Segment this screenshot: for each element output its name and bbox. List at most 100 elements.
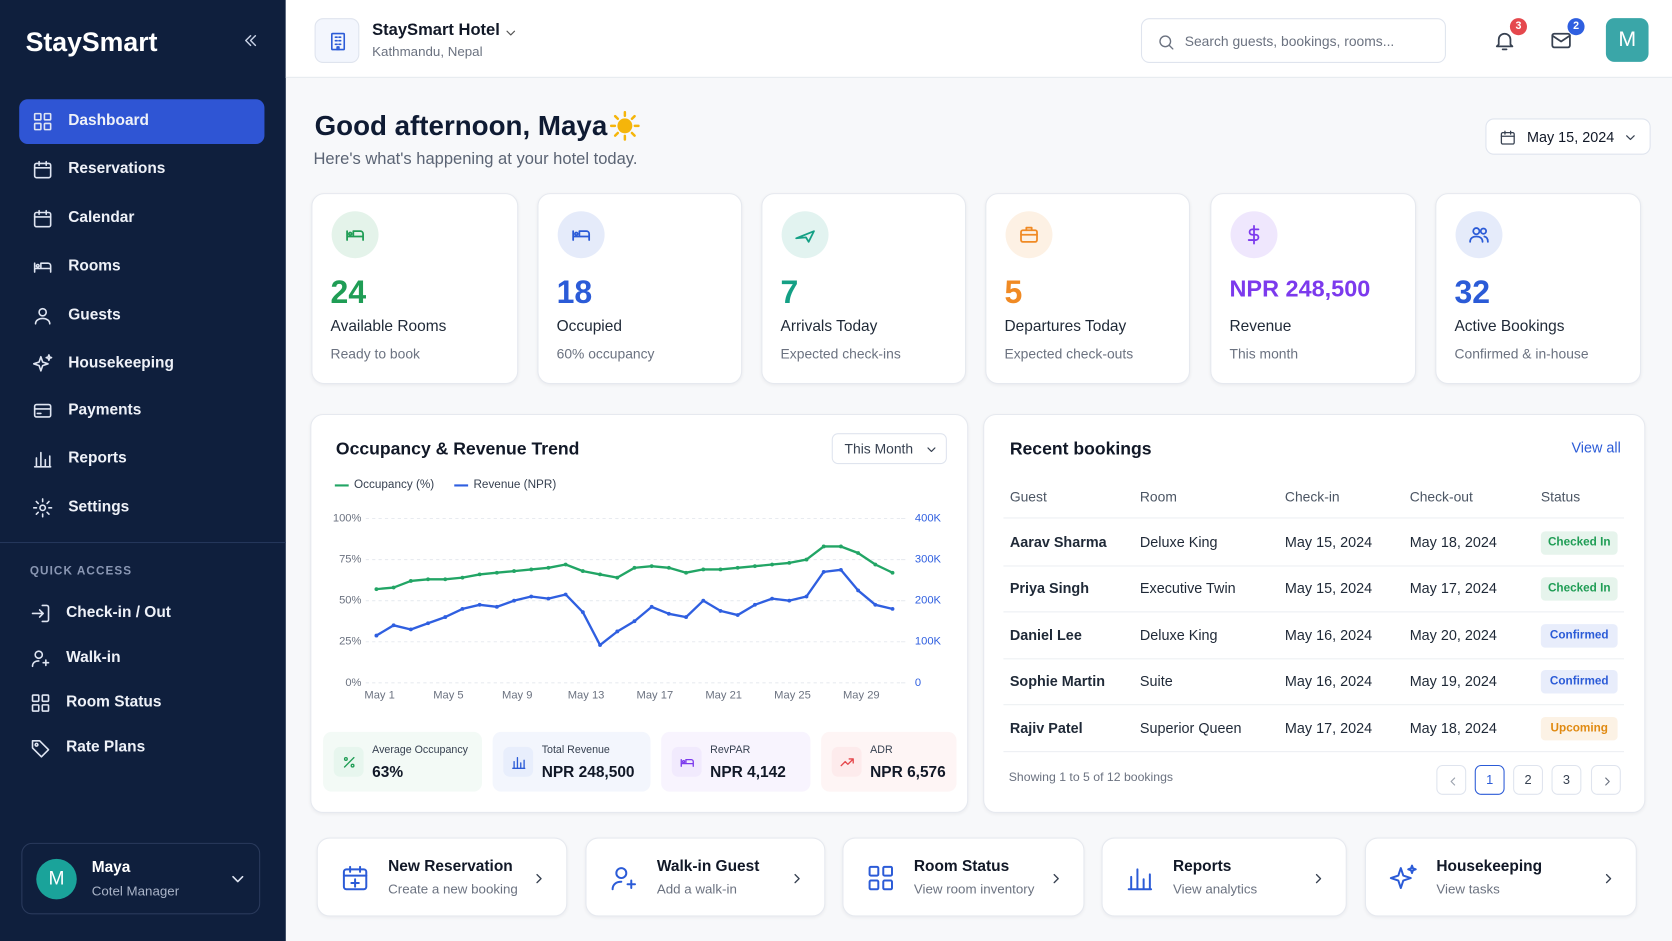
legend-swatch bbox=[454, 484, 469, 487]
icon bbox=[1626, 135, 1635, 141]
y-tick-label: 25% bbox=[339, 636, 361, 648]
chart: 0% 25% 50% 75% 100% 0 100K 200K 300K 400K May 1 May… bbox=[333, 512, 942, 702]
period-dropdown[interactable]: This Month bbox=[831, 433, 947, 465]
icon-part bbox=[31, 739, 50, 758]
column-header: Check-in bbox=[1284, 488, 1340, 505]
page-next[interactable] bbox=[1590, 764, 1621, 795]
bookings-card: Recent bookings View all Guest Room Check-in… bbox=[983, 413, 1646, 813]
stat-icon bbox=[1455, 211, 1503, 259]
guest-name: Priya Singh bbox=[1009, 580, 1090, 597]
stat-value: 18 bbox=[556, 275, 593, 311]
header: StaySmart Hotel Kathmandu, Nepal Search gu… bbox=[285, 0, 1672, 78]
series-point bbox=[580, 610, 585, 615]
nav-item[interactable]: Payments bbox=[19, 388, 264, 433]
nav-label: Reports bbox=[68, 449, 127, 467]
series-point bbox=[426, 621, 430, 626]
summary-value: NPR 248,500 bbox=[541, 764, 635, 782]
series-point bbox=[735, 565, 740, 570]
summary-icon bbox=[831, 746, 862, 777]
view-all-link[interactable]: View all bbox=[1571, 439, 1621, 456]
page-button[interactable]: 3 bbox=[1551, 764, 1582, 795]
search-box[interactable]: Search guests, bookings, rooms... bbox=[1140, 18, 1446, 63]
nav-item[interactable]: Reservations bbox=[19, 147, 264, 192]
icon-part bbox=[795, 230, 815, 243]
nav-label: Calendar bbox=[68, 209, 135, 227]
x-tick-label: May 1 bbox=[364, 690, 394, 702]
avatar-initial: M bbox=[48, 867, 65, 889]
icon-part bbox=[34, 650, 44, 660]
nav-item[interactable]: Housekeeping bbox=[19, 341, 264, 386]
nav-item[interactable]: Settings bbox=[19, 485, 264, 530]
icon bbox=[1315, 873, 1321, 883]
series-point bbox=[615, 575, 620, 580]
x-tick-label: May 5 bbox=[433, 690, 463, 702]
series-point bbox=[426, 577, 430, 582]
quick-item[interactable]: Room Status bbox=[19, 683, 264, 724]
status-pill: Confirmed bbox=[1540, 624, 1618, 648]
page-button[interactable]: 2 bbox=[1513, 764, 1543, 795]
series-point bbox=[494, 604, 499, 609]
icon-part bbox=[1127, 868, 1153, 891]
icon-part bbox=[1605, 873, 1611, 883]
series-point bbox=[666, 565, 671, 570]
action-card[interactable]: Reports View analytics bbox=[1101, 837, 1347, 917]
series-point bbox=[804, 594, 809, 599]
icon-part bbox=[33, 451, 52, 468]
icon bbox=[31, 650, 50, 668]
icon-part bbox=[43, 122, 52, 131]
icon-part bbox=[41, 694, 50, 703]
icon-part bbox=[245, 35, 257, 47]
nav-item[interactable]: Reports bbox=[19, 436, 264, 481]
icon bbox=[1389, 864, 1417, 890]
message-badge: 2 bbox=[1567, 18, 1585, 36]
action-card[interactable]: Housekeeping View tasks bbox=[1364, 837, 1637, 917]
column-header: Room bbox=[1139, 488, 1177, 505]
action-card[interactable]: Walk-in Guest Add a walk-in bbox=[585, 837, 826, 917]
page-prev[interactable] bbox=[1436, 764, 1467, 795]
series-point bbox=[546, 565, 551, 570]
nav-item[interactable]: Guests bbox=[19, 293, 264, 338]
series-point bbox=[529, 594, 534, 599]
summary-label: RevPAR bbox=[710, 744, 751, 757]
icon-part bbox=[882, 879, 893, 891]
icon-part bbox=[511, 756, 525, 769]
icon-part bbox=[1604, 776, 1610, 786]
icon-part bbox=[1626, 135, 1635, 141]
icon bbox=[33, 209, 52, 228]
icon-part bbox=[33, 211, 52, 228]
icon-part bbox=[1551, 32, 1571, 49]
notification-badge: 3 bbox=[1509, 18, 1527, 36]
icon-part bbox=[1450, 776, 1455, 786]
badge-count: 2 bbox=[1573, 20, 1580, 33]
quick-item[interactable]: Walk-in bbox=[19, 638, 264, 679]
header-avatar[interactable]: M bbox=[1605, 18, 1649, 62]
icon-part bbox=[342, 868, 368, 891]
nav-item[interactable]: Rooms bbox=[19, 244, 264, 289]
series-point bbox=[408, 627, 413, 632]
row-divider bbox=[1003, 565, 1625, 567]
action-note: View analytics bbox=[1172, 881, 1258, 897]
y-tick-label: 100% bbox=[333, 512, 362, 524]
icon bbox=[33, 403, 52, 418]
guest-name: Sophie Martin bbox=[1009, 673, 1106, 690]
quick-label: Walk-in bbox=[66, 649, 121, 667]
icon-part bbox=[232, 875, 244, 883]
date-picker[interactable]: May 15, 2024 bbox=[1485, 118, 1651, 155]
summary-value: NPR 6,576 bbox=[870, 764, 946, 782]
x-tick-label: May 25 bbox=[774, 690, 811, 702]
status-pill: Upcoming bbox=[1540, 716, 1618, 741]
status-pill: Checked In bbox=[1540, 531, 1618, 555]
nav-item[interactable]: Dashboard bbox=[19, 99, 265, 145]
icon-part bbox=[611, 879, 636, 891]
quick-item[interactable]: Rate Plans bbox=[19, 728, 264, 769]
brand: StaySmart bbox=[25, 27, 158, 58]
action-card[interactable]: Room Status View room inventory bbox=[842, 837, 1085, 917]
user-avatar: M bbox=[36, 858, 77, 900]
action-card[interactable]: New Reservation Create a new booking bbox=[316, 837, 568, 917]
user-card[interactable]: M Maya Cotel Manager bbox=[21, 842, 261, 915]
period-label: This Month bbox=[844, 440, 914, 457]
nav-item[interactable]: Calendar bbox=[19, 196, 264, 241]
sidebar-divider bbox=[0, 541, 286, 544]
quick-item[interactable]: Check-in / Out bbox=[19, 593, 264, 634]
page-button[interactable]: 1 bbox=[1474, 764, 1505, 795]
